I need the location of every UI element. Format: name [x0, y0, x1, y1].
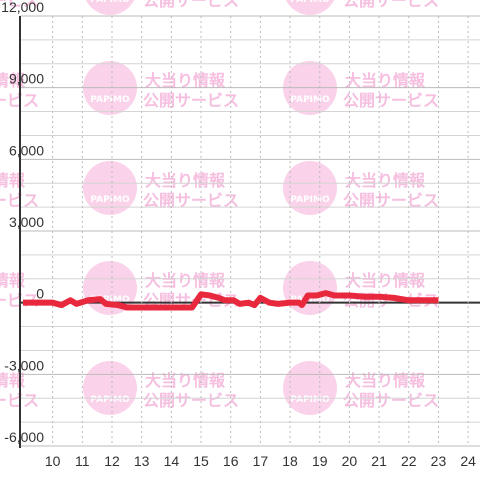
x-tick-label: 20	[342, 453, 358, 469]
watermark-logo: PAPIMO	[290, 395, 330, 405]
x-tick-label: 22	[401, 453, 417, 469]
watermark-logo: PAPIMO	[290, 0, 330, 5]
x-tick-label: 14	[164, 453, 180, 469]
y-tick-label: -6,000	[4, 429, 44, 445]
watermark-logo: PAPIMO	[90, 395, 130, 405]
watermark-text: 大当り情報	[345, 171, 426, 190]
y-tick-label: -3,000	[4, 357, 44, 373]
x-tick-label: 19	[312, 453, 328, 469]
watermark-text: 大当り情報	[145, 171, 226, 190]
y-tick-label: 0	[36, 286, 44, 302]
line-series	[22, 290, 439, 311]
watermark-text: 大当り情報	[345, 271, 426, 290]
watermark-logo: PAPIMO	[290, 195, 330, 205]
watermark-text: 大当り情報	[0, 171, 26, 190]
watermark-text: 公開サービス	[0, 0, 39, 10]
watermark-logo: PAPIMO	[290, 295, 330, 305]
watermark-circle	[83, 161, 137, 215]
watermark-text: 公開サービス	[143, 0, 239, 10]
watermark-text: 公開サービス	[343, 0, 439, 10]
watermark-circle	[85, 0, 135, 15]
watermark-text: 公開サービス	[143, 391, 239, 410]
watermark-text: 大当り情報	[145, 371, 226, 390]
x-tick-label: 18	[282, 453, 298, 469]
y-tick-label: 6,000	[9, 142, 44, 158]
watermark-text: 大当り情報	[345, 71, 426, 90]
y-tick-label: 3,000	[9, 214, 44, 230]
x-tick-label: 15	[193, 453, 209, 469]
x-tick-label: 24	[460, 453, 476, 469]
watermark-text: 大当り情報	[145, 271, 226, 290]
watermark-logo: PAPIMO	[90, 0, 130, 5]
watermark-circle	[83, 361, 137, 415]
watermark-circle	[283, 361, 337, 415]
watermark-circle	[283, 261, 337, 315]
watermark-text: 公開サービス	[143, 91, 239, 110]
watermark-text: 公開サービス	[343, 391, 439, 410]
x-tick-label: 16	[223, 453, 239, 469]
y-tick-label: 9,000	[9, 71, 44, 87]
x-tick-label: 13	[134, 453, 150, 469]
watermark-logo: PAPIMO	[90, 295, 130, 305]
watermark-text: 公開サービス	[343, 191, 439, 210]
x-tick-label: 23	[431, 453, 447, 469]
watermark-logo: PAPIMO	[290, 95, 330, 105]
x-tick-label: 12	[104, 453, 120, 469]
x-tick-label: 11	[75, 453, 90, 469]
watermark-circle	[283, 161, 337, 215]
watermark-text: 大当り情報	[145, 71, 226, 90]
watermark-text: 公開サービス	[143, 191, 239, 210]
x-tick-label: 17	[253, 453, 269, 469]
watermark-text: 大当り情報	[0, 271, 26, 290]
x-tick-label: 10	[45, 453, 61, 469]
watermark-logo: PAPIMO	[90, 95, 130, 105]
x-tick-label: 21	[371, 453, 387, 469]
watermark-logo: PAPIMO	[90, 195, 130, 205]
watermark-text: 公開サービス	[343, 91, 439, 110]
watermark-circle	[285, 0, 335, 15]
watermark-text: 大当り情報	[345, 371, 426, 390]
y-tick-label: 12,000	[1, 0, 44, 15]
